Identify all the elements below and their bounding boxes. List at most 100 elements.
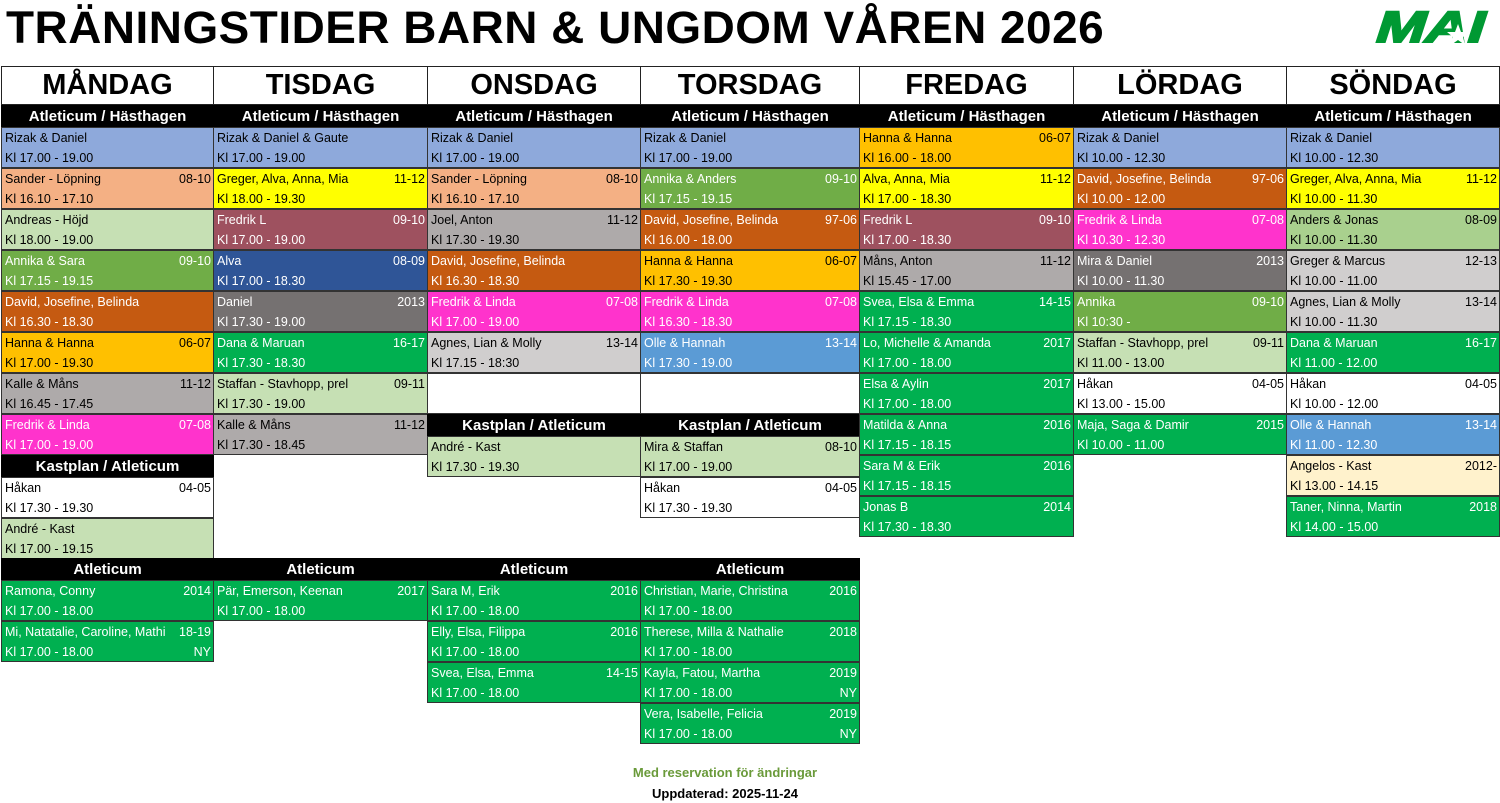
schedule-entry: Hanna & Hanna 06-07 Kl 17.30 - 19.30 xyxy=(640,250,860,291)
entry-name: Rizak & Daniel xyxy=(1290,131,1372,145)
entry-time: Kl 14.00 - 15.00 xyxy=(1290,520,1379,534)
entry-name: Annika & Sara xyxy=(5,254,85,268)
schedule-entry: Mi, Natatalie, Caroline, Mathi 18-19 Kl 17… xyxy=(1,621,214,662)
section-header: Kastplan / Atleticum xyxy=(1,455,214,477)
entry-name: Fredrik & Linda xyxy=(1077,213,1162,227)
entry-name: Olle & Hannah xyxy=(1290,418,1372,432)
day-header-onsdag: ONSDAG xyxy=(427,66,641,105)
schedule-entry: Fredrik & Linda 07-08 Kl 10.30 - 12.30 xyxy=(1073,209,1287,250)
entry-time: Kl 17.30 - 19.30 xyxy=(644,501,733,515)
entry-name: Elsa & Aylin xyxy=(863,377,929,391)
entry-time: Kl 17.15 - 19.15 xyxy=(5,274,94,288)
schedule-entry: Sara M & Erik 2016 Kl 17.15 - 18.15 xyxy=(859,455,1074,496)
entry-name: Kalle & Måns xyxy=(217,418,291,432)
entry-time: Kl 17.15 - 18.15 xyxy=(863,479,952,493)
entry-name: Ramona, Conny xyxy=(5,584,96,598)
entry-time: Kl 17.00 - 19.00 xyxy=(431,151,520,165)
section-header: Atleticum xyxy=(640,558,860,580)
entry-name: Rizak & Daniel xyxy=(644,131,726,145)
entry-time: Kl 17.00 - 18.00 xyxy=(5,645,94,659)
entry-time: Kl 17.30 - 18.45 xyxy=(217,438,306,452)
schedule-entry: Lo, Michelle & Amanda 2017 Kl 17.00 - 18.0… xyxy=(859,332,1074,373)
entry-age: 13-14 xyxy=(606,336,638,350)
entry-name: Svea, Elsa & Emma xyxy=(863,295,975,309)
entry-age: 08-09 xyxy=(1465,213,1497,227)
schedule-entry: Sander - Löpning 08-10 Kl 16.10 - 17.10 xyxy=(1,168,214,209)
entry-name: Håkan xyxy=(5,481,42,495)
schedule-entry: Anders & Jonas 08-09 Kl 10.00 - 11.30 xyxy=(1286,209,1500,250)
schedule-entry: Hanna & Hanna 06-07 Kl 17.00 - 19.30 xyxy=(1,332,214,373)
section-header: Atleticum / Hästhagen xyxy=(859,105,1074,127)
entry-age: 14-15 xyxy=(1039,295,1071,309)
entry-name: Mira & Daniel xyxy=(1077,254,1153,268)
entry-time: Kl 10.30 - 12.30 xyxy=(1077,233,1166,247)
entry-age: 2016 xyxy=(610,584,638,598)
entry-time: Kl 11.00 - 13.00 xyxy=(1077,356,1165,370)
entry-age: 11-12 xyxy=(1465,172,1497,186)
entry-age: 12-13 xyxy=(1465,254,1497,268)
schedule-entry: Kalle & Måns 11-12 Kl 16.45 - 17.45 xyxy=(1,373,214,414)
entry-name: Mi, Natatalie, Caroline, Mathi xyxy=(5,625,166,639)
entry-age: 08-10 xyxy=(825,440,857,454)
entry-name: Sara M & Erik xyxy=(863,459,941,473)
schedule-entry: Sander - Löpning 08-10 Kl 16.10 - 17.10 xyxy=(427,168,641,209)
entry-time: Kl 13.00 - 14.15 xyxy=(1290,479,1379,493)
entry-time: Kl 18.00 - 19.30 xyxy=(217,192,306,206)
entry-age: 11-12 xyxy=(1039,254,1071,268)
schedule-entry: Håkan 04-05 Kl 10.00 - 12.00 xyxy=(1286,373,1500,414)
entry-age: 2014 xyxy=(1043,500,1071,514)
schedule-entry: André - Kast Kl 17.30 - 19.30 xyxy=(427,436,641,477)
entry-time: Kl 17.00 - 19.00 xyxy=(217,233,306,247)
schedule-entry: David, Josefine, Belinda 97-06 Kl 10.00 - … xyxy=(1073,168,1287,209)
entry-age: 13-14 xyxy=(825,336,857,350)
entry-name: Måns, Anton xyxy=(863,254,933,268)
entry-time: Kl 16.00 - 18.00 xyxy=(863,151,952,165)
entry-time: Kl 16.10 - 17.10 xyxy=(431,192,520,206)
entry-name: David, Josefine, Belinda xyxy=(431,254,566,268)
schedule-entry: Ramona, Conny 2014 Kl 17.00 - 18.00 xyxy=(1,580,214,621)
entry-name: Pär, Emerson, Keenan xyxy=(217,584,343,598)
schedule-entry: Dana & Maruan 16-17 Kl 17.30 - 18.30 xyxy=(213,332,428,373)
entry-name: Kalle & Måns xyxy=(5,377,79,391)
entry-age: 97-06 xyxy=(1252,172,1284,186)
entry-age: 2015 xyxy=(1256,418,1284,432)
entry-age: 06-07 xyxy=(1039,131,1071,145)
entry-name: Rizak & Daniel xyxy=(431,131,513,145)
entry-time: Kl 17.15 - 18.30 xyxy=(863,315,952,329)
schedule-entry: Matilda & Anna 2016 Kl 17.15 - 18.15 xyxy=(859,414,1074,455)
entry-name: Maja, Saga & Damir xyxy=(1077,418,1189,432)
entry-name: Svea, Elsa, Emma xyxy=(431,666,534,680)
entry-name: Rizak & Daniel xyxy=(1077,131,1159,145)
entry-name: Alva xyxy=(217,254,242,268)
schedule-entry: Fredrik & Linda 07-08 Kl 17.00 - 19.00 xyxy=(427,291,641,332)
entry-name: Dana & Maruan xyxy=(217,336,305,350)
entry-name: David, Josefine, Belinda xyxy=(644,213,779,227)
entry-name: Agnes, Lian & Molly xyxy=(1290,295,1401,309)
entry-time: Kl 17.30 - 19.30 xyxy=(431,460,520,474)
entry-time: Kl 17.00 - 18.00 xyxy=(431,645,520,659)
schedule-entry: Greger, Alva, Anna, Mia 11-12 Kl 10.00 - 1… xyxy=(1286,168,1500,209)
entry-name: Hanna & Hanna xyxy=(644,254,733,268)
entry-time: Kl 17.00 - 19.00 xyxy=(644,460,733,474)
entry-name: Dana & Maruan xyxy=(1290,336,1378,350)
entry-name: Sander - Löpning xyxy=(431,172,527,186)
entry-age: 2019 xyxy=(829,707,857,721)
entry-time: Kl 17.30 - 19.00 xyxy=(644,356,733,370)
entry-time: Kl 17.00 - 19.30 xyxy=(5,356,94,370)
entry-name: Rizak & Daniel & Gaute xyxy=(217,131,349,145)
schedule-entry: Christian, Marie, Christina 2016 Kl 17.00 … xyxy=(640,580,860,621)
entry-time: Kl 16.10 - 17.10 xyxy=(5,192,94,206)
entry-age: 11-12 xyxy=(179,377,211,391)
entry-time: Kl 17.30 - 19.30 xyxy=(5,501,94,515)
entry-age: 04-05 xyxy=(825,481,857,495)
updated-date: Uppdaterad: 2025-11-24 xyxy=(652,786,798,801)
day-header-måndag: MÅNDAG xyxy=(1,66,214,105)
entry-time: Kl 16.30 - 18.30 xyxy=(5,315,94,329)
entry-age: 04-05 xyxy=(179,481,211,495)
schedule-entry: Svea, Elsa, Emma 14-15 Kl 17.00 - 18.00 xyxy=(427,662,641,703)
schedule-entry: Håkan 04-05 Kl 17.30 - 19.30 xyxy=(1,477,214,518)
entry-name: Therese, Milla & Nathalie xyxy=(644,625,784,639)
empty-slot xyxy=(640,373,860,414)
schedule-entry: David, Josefine, Belinda Kl 16.30 - 18.30 xyxy=(427,250,641,291)
entry-age: 09-10 xyxy=(179,254,211,268)
